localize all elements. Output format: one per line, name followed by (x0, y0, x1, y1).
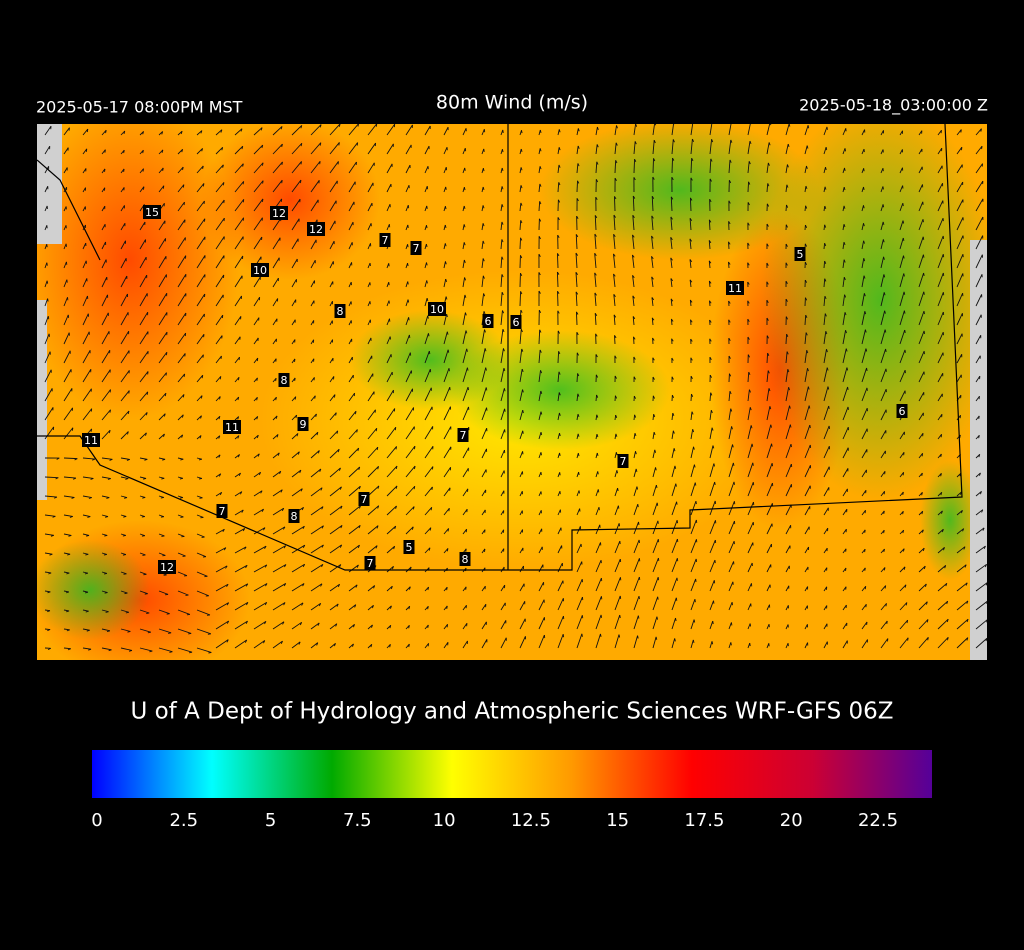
station-label: 7 (413, 242, 420, 255)
station-label: 5 (797, 248, 804, 261)
station-box (158, 560, 176, 574)
station-label: 11 (84, 434, 98, 447)
station-box (270, 206, 288, 220)
valid-time-local: 2025-05-17 08:00PM MST (36, 98, 243, 117)
station-box (403, 540, 415, 554)
station-box (334, 304, 346, 318)
station-label: 12 (160, 561, 174, 574)
colorbar-tick-label: 10 (433, 810, 456, 831)
station-box (143, 205, 161, 219)
station-label: 9 (300, 418, 307, 431)
colorbar-tick-label: 20 (780, 810, 803, 831)
station-box (288, 509, 300, 523)
colorbar-tick-label: 12.5 (511, 810, 551, 831)
station-label: 11 (728, 282, 742, 295)
colorbar-tick-label: 5 (265, 810, 276, 831)
station-box (297, 417, 309, 431)
station-box (216, 504, 228, 518)
station-label: 8 (291, 510, 298, 523)
valid-time-utc: 2025-05-18_03:00:00 Z (799, 96, 988, 116)
station-label: 10 (430, 303, 444, 316)
station-box (482, 314, 494, 328)
station-label: 7 (460, 429, 467, 442)
station-label: 6 (485, 315, 492, 328)
station-box (896, 404, 908, 418)
colorbar-tick-label: 0 (91, 810, 102, 831)
station-label: 10 (253, 264, 267, 277)
station-box (307, 222, 325, 236)
station-label: 7 (361, 493, 368, 506)
station-box (358, 492, 370, 506)
station-box (251, 263, 269, 277)
colorbar-tick-label: 17.5 (684, 810, 724, 831)
station-label: 7 (219, 505, 226, 518)
station-box (82, 433, 100, 447)
colorbar-tick-label: 22.5 (858, 810, 898, 831)
station-label: 7 (620, 455, 627, 468)
station-label: 12 (309, 223, 323, 236)
station-label: 6 (513, 316, 520, 329)
title: 80m Wind (m/s) (436, 92, 588, 114)
colorbar: 0 2.5 5 7.5 10 12.5 15 17.5 20 22.5 (91, 750, 932, 831)
station-box (726, 281, 744, 295)
station-label: 11 (225, 421, 239, 434)
station-box (457, 428, 469, 442)
station-box (428, 302, 446, 316)
station-label: 7 (382, 234, 389, 247)
station-box (617, 454, 629, 468)
station-label: 8 (281, 374, 288, 387)
wind-map (37, 124, 987, 660)
station-box (510, 315, 522, 329)
station-label: 6 (899, 405, 906, 418)
station-box (410, 241, 422, 255)
station-box (459, 552, 471, 566)
station-label: 8 (337, 305, 344, 318)
station-box (794, 247, 806, 261)
station-box (364, 556, 376, 570)
station-label: 5 (406, 541, 413, 554)
colorbar-tick-label: 7.5 (343, 810, 372, 831)
colorbar-ramp (92, 750, 932, 798)
footer: U of A Dept of Hydrology and Atmospheric… (130, 699, 893, 725)
station-box (379, 233, 391, 247)
station-label: 8 (462, 553, 469, 566)
station-label: 15 (145, 206, 159, 219)
station-box (278, 373, 290, 387)
station-box (223, 420, 241, 434)
colorbar-tick-label: 2.5 (169, 810, 198, 831)
station-label: 7 (367, 557, 374, 570)
station-labels: 15 12 12 7 7 10 5 11 8 10 6 6 8 6 11 9 11 7 7 7 7 8 5 7 8 12 (82, 205, 908, 574)
station-label: 12 (272, 207, 286, 220)
colorbar-tick-label: 15 (606, 810, 629, 831)
